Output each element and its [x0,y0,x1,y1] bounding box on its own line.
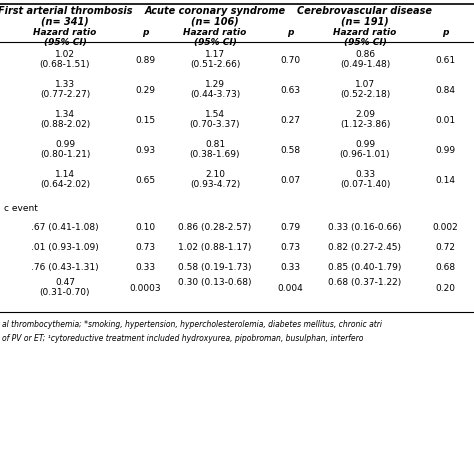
Text: 0.14: 0.14 [435,176,455,185]
Text: 0.10: 0.10 [135,223,155,232]
Text: al thrombocythemia; *smoking, hypertension, hypercholesterolemia, diabetes melli: al thrombocythemia; *smoking, hypertensi… [2,320,382,329]
Text: 1.02 (0.88-1.17): 1.02 (0.88-1.17) [178,243,252,252]
Text: 0.33: 0.33 [135,263,155,272]
Text: 0.86 (0.28-2.57): 0.86 (0.28-2.57) [178,223,252,232]
Text: 2.09
(1.12-3.86): 2.09 (1.12-3.86) [340,110,390,129]
Text: 0.81
(0.38-1.69): 0.81 (0.38-1.69) [190,140,240,159]
Text: 1.02
(0.68-1.51): 1.02 (0.68-1.51) [40,50,90,69]
Text: 0.86
(0.49-1.48): 0.86 (0.49-1.48) [340,50,390,69]
Text: Hazard ratio
(95% CI): Hazard ratio (95% CI) [333,28,397,47]
Text: c event: c event [4,204,38,213]
Text: of PV or ET; ¹cytoreductive treatment included hydroxyurea, pipobroman, busulpha: of PV or ET; ¹cytoreductive treatment in… [2,334,364,343]
Text: 1.33
(0.77-2.27): 1.33 (0.77-2.27) [40,80,90,100]
Text: 1.17
(0.51-2.66): 1.17 (0.51-2.66) [190,50,240,69]
Text: 0.63: 0.63 [280,86,300,95]
Text: 0.0003: 0.0003 [129,284,161,293]
Text: Hazard ratio
(95% CI): Hazard ratio (95% CI) [33,28,97,47]
Text: 0.29: 0.29 [135,86,155,95]
Text: 0.99
(0.96-1.01): 0.99 (0.96-1.01) [340,140,390,159]
Text: 0.002: 0.002 [432,223,458,232]
Text: 0.004: 0.004 [277,284,303,293]
Text: 1.29
(0.44-3.73): 1.29 (0.44-3.73) [190,80,240,100]
Text: 0.01: 0.01 [435,116,455,125]
Text: Hazard ratio
(95% CI): Hazard ratio (95% CI) [183,28,246,47]
Text: .01 (0.93-1.09): .01 (0.93-1.09) [31,243,99,252]
Text: 0.72: 0.72 [435,243,455,252]
Text: 0.30 (0.13-0.68): 0.30 (0.13-0.68) [178,278,252,287]
Text: 0.58 (0.19-1.73): 0.58 (0.19-1.73) [178,263,252,272]
Text: 0.33 (0.16-0.66): 0.33 (0.16-0.66) [328,223,402,232]
Text: 2.10
(0.93-4.72): 2.10 (0.93-4.72) [190,170,240,190]
Text: 0.89: 0.89 [135,56,155,65]
Text: 0.27: 0.27 [280,116,300,125]
Text: 0.68: 0.68 [435,263,455,272]
Text: 0.82 (0.27-2.45): 0.82 (0.27-2.45) [328,243,401,252]
Text: 0.15: 0.15 [135,116,155,125]
Text: 0.61: 0.61 [435,56,455,65]
Text: 0.58: 0.58 [280,146,300,155]
Text: 0.07: 0.07 [280,176,300,185]
Text: 0.33
(0.07-1.40): 0.33 (0.07-1.40) [340,170,390,190]
Text: p: p [287,28,293,37]
Text: 0.73: 0.73 [280,243,300,252]
Text: 0.99
(0.80-1.21): 0.99 (0.80-1.21) [40,140,90,159]
Text: Acute coronary syndrome: Acute coronary syndrome [145,6,285,16]
Text: 0.68 (0.37-1.22): 0.68 (0.37-1.22) [328,278,401,287]
Text: 1.14
(0.64-2.02): 1.14 (0.64-2.02) [40,170,90,190]
Text: (n= 106): (n= 106) [191,16,239,26]
Text: .67 (0.41-1.08): .67 (0.41-1.08) [31,223,99,232]
Text: 1.07
(0.52-2.18): 1.07 (0.52-2.18) [340,80,390,100]
Text: .76 (0.43-1.31): .76 (0.43-1.31) [31,263,99,272]
Text: 1.54
(0.70-3.37): 1.54 (0.70-3.37) [190,110,240,129]
Text: p: p [142,28,148,37]
Text: 0.33: 0.33 [280,263,300,272]
Text: First arterial thrombosis: First arterial thrombosis [0,6,132,16]
Text: 0.65: 0.65 [135,176,155,185]
Text: 1.34
(0.88-2.02): 1.34 (0.88-2.02) [40,110,90,129]
Text: 0.99: 0.99 [435,146,455,155]
Text: 0.20: 0.20 [435,284,455,293]
Text: (n= 341): (n= 341) [41,16,89,26]
Text: (n= 191): (n= 191) [341,16,389,26]
Text: 0.85 (0.40-1.79): 0.85 (0.40-1.79) [328,263,401,272]
Text: 0.70: 0.70 [280,56,300,65]
Text: 0.84: 0.84 [435,86,455,95]
Text: 0.47
(0.31-0.70): 0.47 (0.31-0.70) [40,278,90,297]
Text: 0.79: 0.79 [280,223,300,232]
Text: 0.73: 0.73 [135,243,155,252]
Text: Cerebrovascular disease: Cerebrovascular disease [298,6,432,16]
Text: p: p [442,28,448,37]
Text: 0.93: 0.93 [135,146,155,155]
